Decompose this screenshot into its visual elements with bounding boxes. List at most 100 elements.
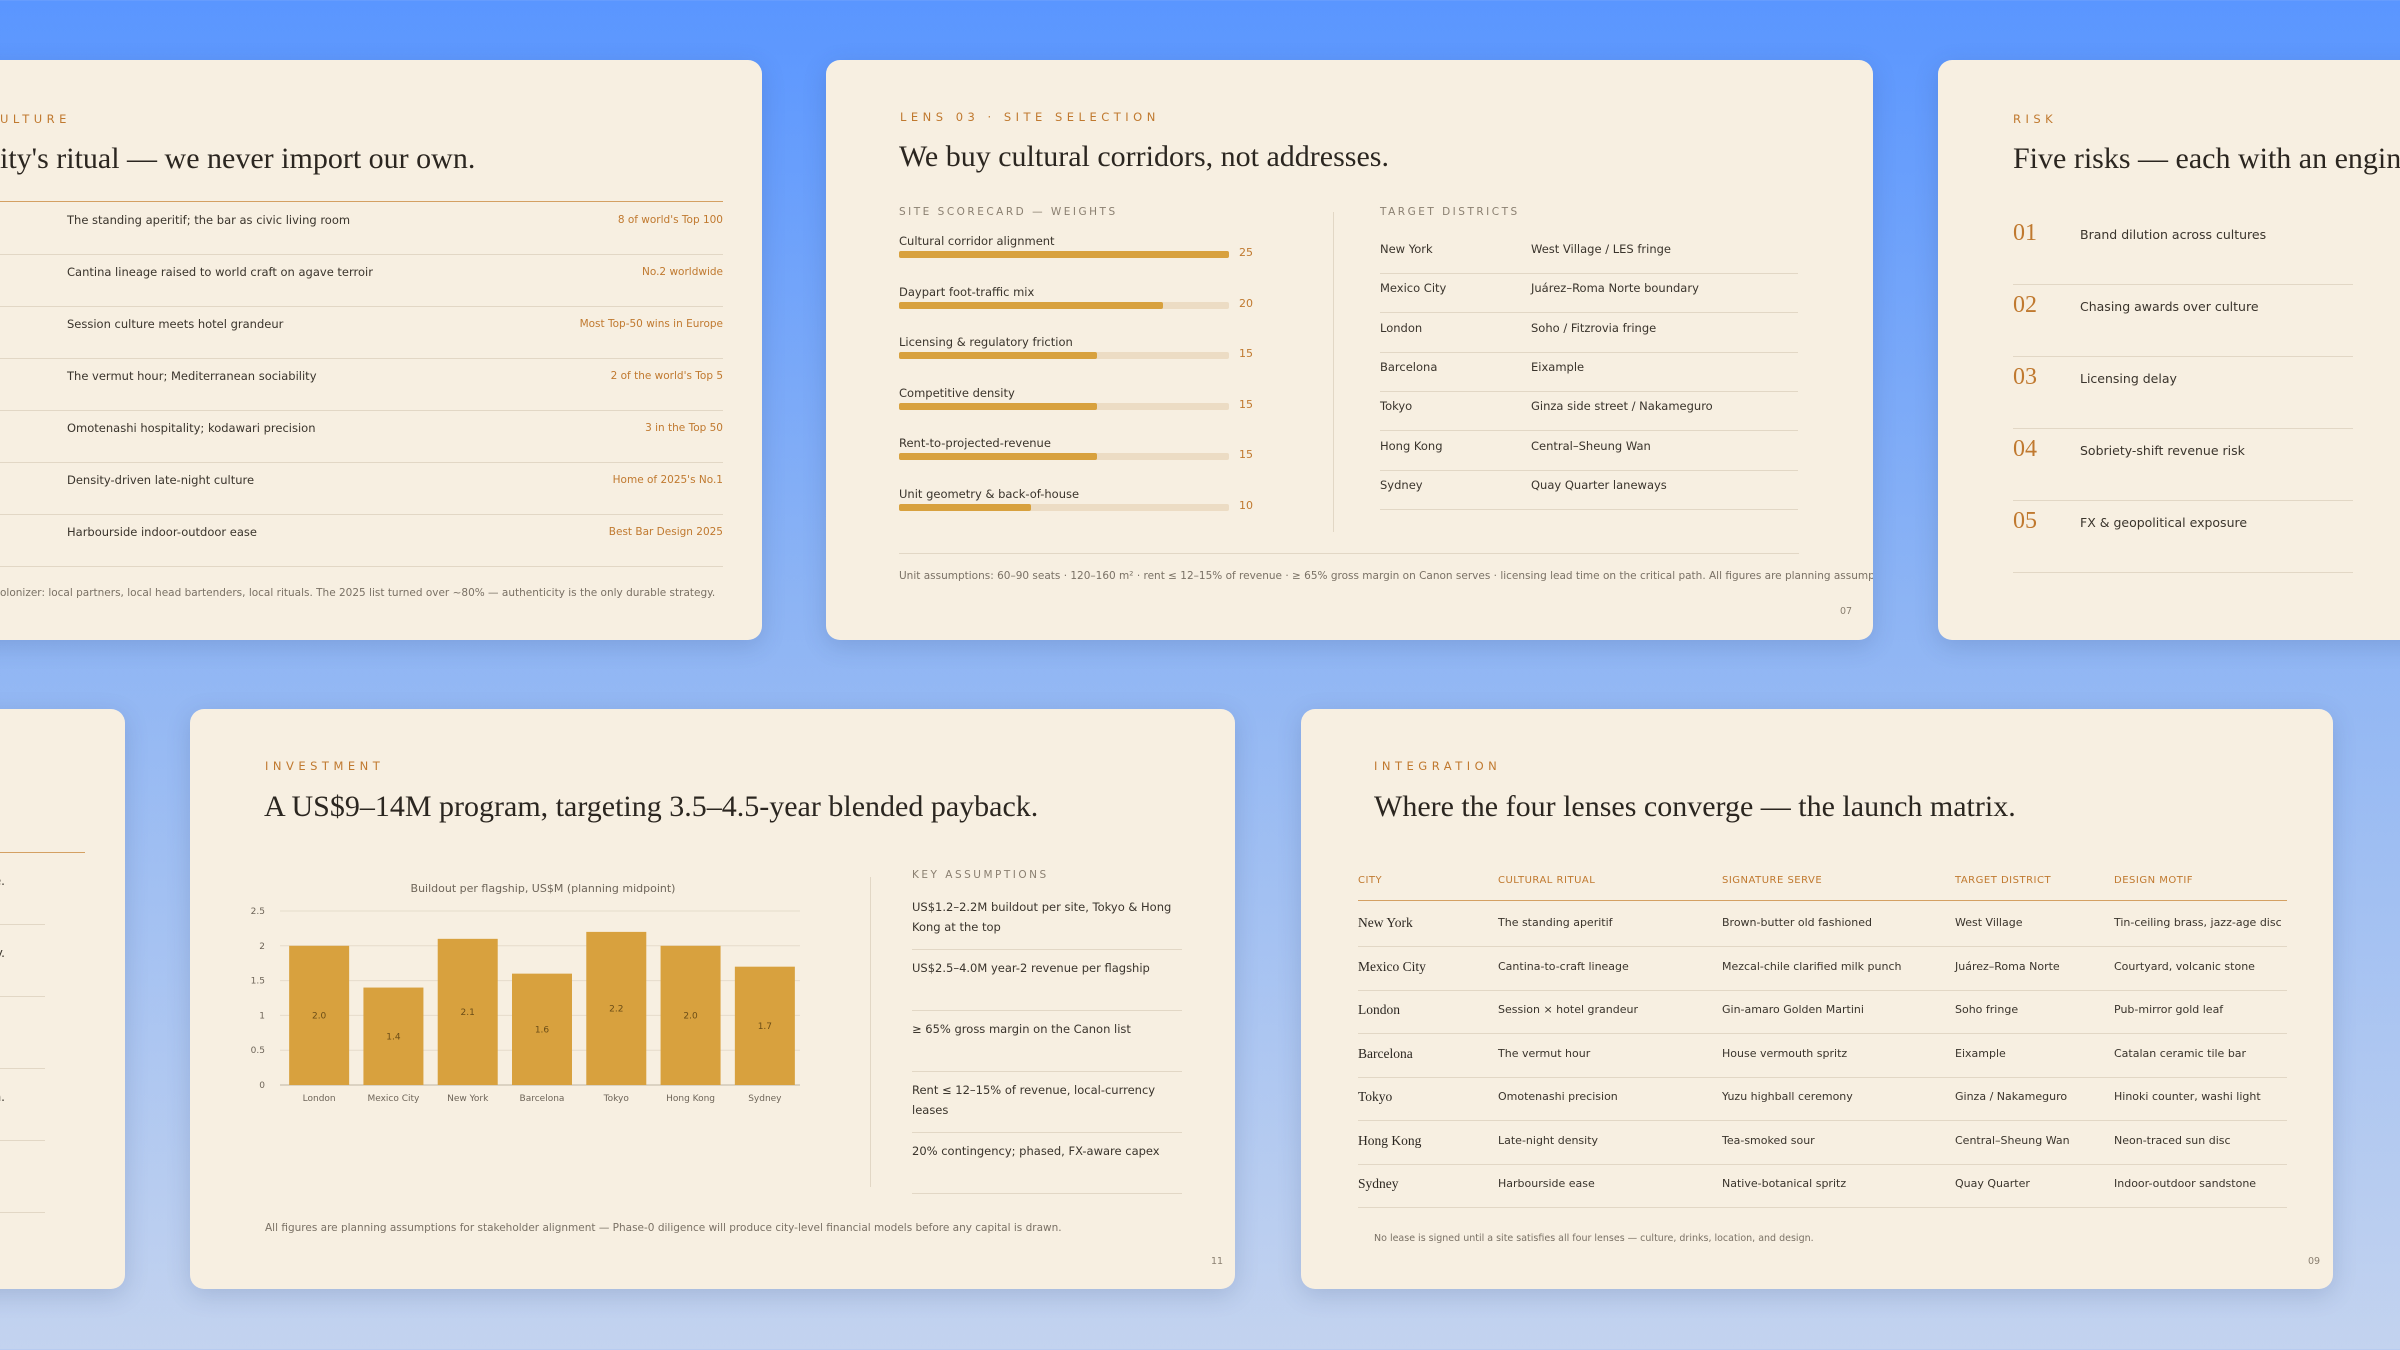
list-item[interactable]: Density-driven late-night culture Home of… (0, 462, 723, 515)
district-name: Juárez–Roma Norte boundary (1531, 281, 1699, 296)
district-name: Quay Quarter laneways (1531, 477, 1667, 492)
chart-title: Buildout per flagship, US$M (planning mi… (411, 882, 676, 895)
bar-data-label: 1.7 (758, 1022, 772, 1032)
bar[interactable] (437, 938, 498, 1085)
district-row[interactable]: New York West Village / LES fringe (1380, 234, 1798, 274)
bar[interactable] (586, 931, 647, 1085)
table-row[interactable]: New York The standing aperitif Brown-butte… (1358, 903, 2287, 947)
scorecard-value: 20 (1239, 296, 1253, 310)
bar[interactable] (289, 945, 350, 1085)
bar-data-label: 2.0 (312, 1011, 327, 1021)
item-text: Omotenashi hospitality; kodawari precisi… (67, 421, 316, 435)
district-row[interactable]: Barcelona Eixample (1380, 352, 1798, 392)
slide-partial[interactable]: nce. not legacy. lization. (0, 709, 125, 1289)
bar[interactable] (734, 966, 795, 1085)
table-cell: Juárez–Roma Norte (1955, 959, 2060, 973)
assumption-text: US$1.2–2.2M buildout per site, Tokyo & H… (912, 900, 1172, 934)
risk-item[interactable]: 03 Licensing delay (2013, 356, 2353, 429)
table-row[interactable]: Tokyo Omotenashi precision Yuzu highball c… (1358, 1077, 2287, 1121)
district-name: Eixample (1531, 359, 1585, 374)
list-item[interactable]: Session culture meets hotel grandeur Most… (0, 306, 723, 359)
assumption-text: ≥ 65% gross margin on the Canon list (912, 1022, 1131, 1036)
x-tick-label: London (303, 1094, 336, 1104)
district-row[interactable]: Hong Kong Central–Sheung Wan (1380, 431, 1798, 471)
district-row[interactable]: Mexico City Juárez–Roma Norte boundary (1380, 273, 1798, 314)
district-row[interactable]: Tokyo Ginza side street / Nakameguro (1380, 391, 1798, 432)
culture-list: The standing aperitif; the bar as civic … (0, 202, 723, 572)
district-name: Ginza side street / Nakameguro (1531, 399, 1713, 414)
table-cell: Omotenashi precision (1498, 1090, 1618, 1103)
district-city: Sydney (1380, 477, 1423, 492)
risk-item[interactable]: 04 Sobriety-shift revenue risk (2013, 428, 2353, 501)
assumption-item: Rent ≤ 12–15% of revenue, local-currency… (912, 1080, 1182, 1133)
table-cell-city: Mexico City (1358, 958, 1426, 974)
scorecard-item-name: Daypart foot-traffic mix (899, 284, 1035, 299)
table-cell: Eixample (1955, 1046, 2006, 1060)
matrix-column-header: TARGET DISTRICT (1955, 875, 2052, 886)
bar[interactable] (363, 987, 424, 1085)
district-name: West Village / LES fringe (1531, 242, 1671, 256)
x-tick-label: New York (447, 1094, 489, 1104)
item-tag: 8 of world's Top 100 (617, 214, 723, 226)
table-cell: Tin-ceiling brass, jazz-age disc (2114, 916, 2282, 929)
bar[interactable] (660, 945, 721, 1085)
slide-culture[interactable]: ULTURE ity's ritual — we never import ou… (0, 60, 762, 640)
risk-item[interactable]: 01 Brand dilution across cultures (2013, 212, 2353, 285)
table-cell-city: Tokyo (1358, 1089, 1393, 1104)
slide-title: Five risks — each with an enginee (2013, 142, 2400, 175)
risk-item[interactable]: 05 FX & geopolitical exposure (2013, 500, 2353, 573)
district-city: Hong Kong (1380, 438, 1443, 453)
list-item[interactable]: Cantina lineage raised to world craft on… (0, 254, 723, 307)
table-row[interactable]: Barcelona The vermut hour House vermouth s… (1358, 1034, 2287, 1078)
table-cell: Catalan ceramic tile bar (2114, 1046, 2247, 1060)
table-row[interactable]: London Session × hotel grandeur Gin-amaro … (1358, 990, 2287, 1034)
district-row[interactable]: Sydney Quay Quarter laneways (1380, 470, 1798, 510)
slide-integration[interactable]: INTEGRATION Where the four lenses conver… (1301, 709, 2333, 1289)
footnote-divider (899, 553, 1799, 554)
scorecard-value: 15 (1239, 448, 1253, 461)
list-item[interactable]: The standing aperitif; the bar as civic … (0, 202, 723, 255)
bar-data-label: 2.0 (683, 1011, 698, 1021)
matrix-column-header: SIGNATURE SERVE (1722, 875, 1823, 886)
scorecard-fill (899, 352, 1097, 359)
bar-data-label: 2.1 (461, 1008, 475, 1018)
scorecard-value: 15 (1239, 347, 1253, 360)
slide-title: We buy cultural corridors, not addresses… (899, 140, 1389, 173)
slide-risk[interactable]: RISK Five risks — each with an enginee 0… (1938, 60, 2400, 640)
table-row[interactable]: Sydney Harbourside ease Native-botanical s… (1358, 1164, 2287, 1208)
slide-site-selection[interactable]: LENS 03 · SITE SELECTION We buy cultural… (826, 60, 1873, 640)
district-name: Central–Sheung Wan (1531, 438, 1651, 453)
list-item[interactable]: The vermut hour; Mediterranean sociabili… (0, 358, 723, 411)
scorecard-fill (899, 503, 1031, 511)
table-cell: Indoor-outdoor sandstone (2114, 1177, 2257, 1190)
assumption-text: US$2.5–4.0M year-2 revenue per flagship (912, 961, 1150, 975)
page-number: 11 (1211, 1256, 1224, 1267)
slide-eyebrow: LENS 03 · SITE SELECTION (900, 110, 1160, 124)
x-tick-label: Mexico City (367, 1094, 420, 1104)
y-tick-label: 1.5 (251, 977, 265, 987)
table-row[interactable]: Hong Kong Late-night density Tea-smoked so… (1358, 1121, 2287, 1165)
list-item[interactable]: Omotenashi hospitality; kodawari precisi… (0, 410, 723, 463)
table-row[interactable]: Mexico City Cantina-to-craft lineage Mezca… (1358, 947, 2287, 991)
scorecard-track (899, 251, 1229, 258)
list-item[interactable]: Harbourside indoor-outdoor ease Best Bar … (0, 514, 723, 567)
scorecard-item: Cultural corridor alignment 25 (899, 234, 1253, 284)
bar[interactable] (512, 973, 572, 1085)
y-tick-label: 2.5 (251, 907, 265, 917)
risk-number: 01 (2013, 220, 2037, 246)
risk-text: Sobriety-shift revenue risk (2080, 443, 2245, 458)
slide-eyebrow: INTEGRATION (1374, 759, 1502, 773)
page-number: 09 (2308, 1256, 2321, 1267)
risk-text: Licensing delay (2080, 371, 2177, 386)
table-cell: Pub-mirror gold leaf (2114, 1003, 2224, 1016)
scorecard-track (899, 453, 1229, 460)
district-city: London (1380, 320, 1423, 335)
risk-item[interactable]: 02 Chasing awards over culture (2013, 284, 2353, 357)
scorecard-fill (899, 301, 1163, 309)
risk-text: FX & geopolitical exposure (2080, 515, 2248, 530)
slide-footnote: Unit assumptions: 60–90 seats · 120–160 … (899, 570, 1873, 582)
scorecard-fill (899, 251, 1229, 258)
scorecard-item: Licensing & regulatory friction 15 (899, 335, 1253, 385)
slide-investment[interactable]: INVESTMENT A US$9–14M program, targeting… (190, 709, 1235, 1289)
district-row[interactable]: London Soho / Fitzrovia fringe (1380, 313, 1798, 353)
